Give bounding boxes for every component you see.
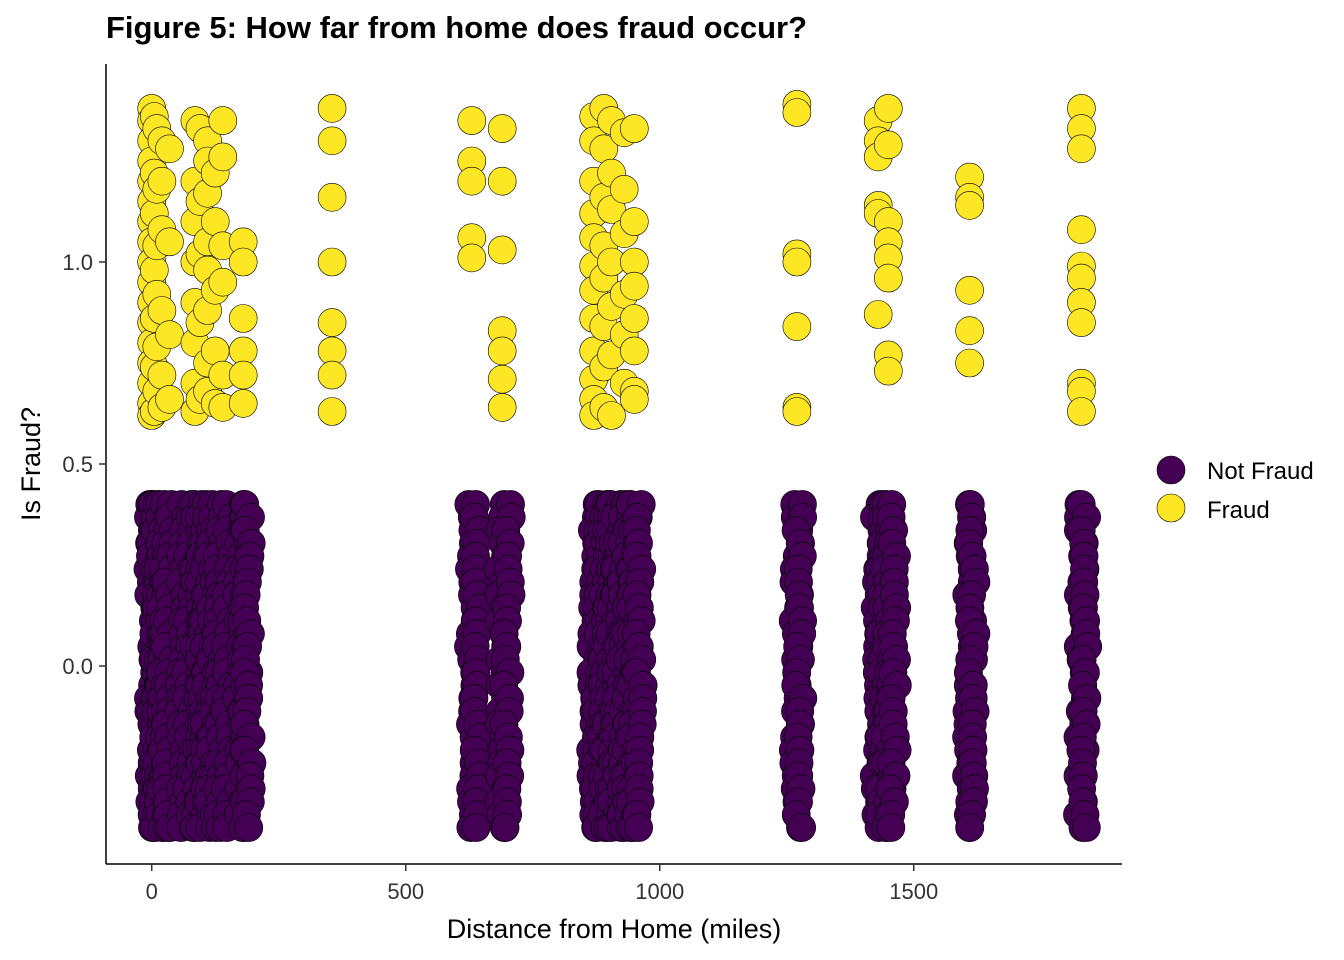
fraud-point	[208, 267, 238, 297]
fraud-point	[317, 183, 347, 212]
fraud-point	[228, 389, 258, 418]
y-axis-title: Is Fraud?	[16, 407, 46, 521]
fraud-point	[1067, 397, 1096, 426]
fraud-point	[1067, 308, 1096, 337]
fraud-point	[317, 308, 347, 337]
fraud-point	[155, 320, 184, 350]
fraud-point	[1067, 215, 1096, 244]
y-tick-label: 0.5	[62, 452, 93, 477]
fraud-point	[619, 114, 649, 143]
fraud-point	[619, 336, 649, 366]
fraud-point	[317, 336, 347, 366]
not-fraud-point	[787, 813, 817, 842]
x-tick-label: 500	[387, 879, 424, 904]
fraud-point	[228, 304, 258, 333]
legend-key-fraud	[1156, 493, 1186, 523]
fraud-point	[782, 98, 812, 127]
fraud-point	[228, 360, 258, 390]
legend-label-fraud: Fraud	[1207, 497, 1270, 524]
fraud-point	[1067, 263, 1096, 293]
fraud-point	[873, 130, 903, 160]
fraud-point	[782, 312, 812, 341]
fraud-point	[782, 247, 812, 277]
fraud-point	[155, 227, 184, 257]
not-fraud-point	[876, 813, 906, 842]
fraud-point	[955, 316, 984, 346]
y-tick-label: 1.0	[62, 250, 93, 275]
fraud-point	[457, 243, 487, 273]
fraud-point	[863, 300, 893, 329]
fraud-point	[147, 296, 177, 325]
fraud-point	[208, 142, 238, 172]
fraud-point	[487, 166, 517, 196]
not-fraud-point	[624, 813, 654, 842]
fraud-point	[619, 207, 649, 236]
y-tick-label: 0.0	[62, 654, 93, 679]
fraud-point	[597, 401, 626, 430]
y-ticks: 0.0 0.5 1.0	[62, 250, 106, 679]
fraud-point	[208, 106, 238, 135]
fraud-point	[200, 336, 230, 366]
fraud-point	[140, 255, 169, 285]
not-fraud-points	[133, 490, 1103, 842]
not-fraud-point	[1072, 813, 1101, 842]
fraud-point	[147, 360, 177, 390]
not-fraud-point	[461, 813, 491, 842]
not-fraud-point	[955, 813, 985, 842]
fraud-point	[873, 356, 903, 386]
legend-key-not-fraud	[1156, 455, 1186, 485]
fraud-point	[955, 348, 984, 378]
x-tick-label: 1000	[635, 879, 684, 904]
fraud-point	[228, 247, 258, 277]
fraud-point	[873, 94, 903, 123]
fraud-point	[317, 126, 347, 156]
fraud-point	[457, 166, 487, 196]
fraud-point	[619, 385, 649, 414]
fraud-point	[609, 175, 639, 204]
fraud-point	[873, 263, 903, 293]
x-tick-label: 0	[146, 879, 158, 904]
fraud-point	[317, 397, 347, 426]
fraud-point	[487, 364, 517, 394]
fraud-point	[619, 271, 649, 301]
fraud-point	[457, 106, 487, 135]
fraud-point	[228, 336, 258, 366]
not-fraud-point	[234, 813, 264, 842]
fraud-point	[147, 166, 177, 196]
fraud-point	[782, 397, 812, 426]
fraud-point	[487, 235, 517, 265]
fraud-points	[137, 90, 1096, 430]
fraud-point	[155, 134, 184, 164]
fraud-point	[317, 247, 347, 277]
x-ticks: 0 500 1000 1500	[146, 864, 938, 904]
fraud-point	[619, 304, 649, 333]
fraud-point	[317, 360, 347, 390]
not-fraud-point	[490, 813, 520, 842]
fraud-point	[619, 247, 649, 277]
fraud-point	[487, 393, 517, 422]
x-tick-label: 1500	[889, 879, 938, 904]
fraud-point	[487, 114, 517, 143]
fraud-point	[955, 191, 984, 220]
chart-title: Figure 5: How far from home does fraud o…	[106, 10, 808, 45]
fraud-point	[1067, 134, 1096, 164]
legend: Not Fraud Fraud	[1156, 455, 1314, 524]
legend-label-not-fraud: Not Fraud	[1207, 458, 1314, 485]
fraud-point	[955, 275, 984, 305]
x-axis-title: Distance from Home (miles)	[447, 914, 782, 944]
fraud-point	[317, 94, 347, 123]
fraud-point	[487, 336, 517, 366]
fraud-point	[200, 207, 230, 236]
fraud-point	[155, 385, 184, 414]
